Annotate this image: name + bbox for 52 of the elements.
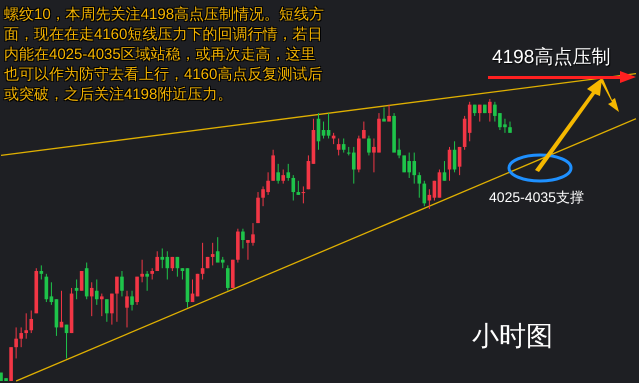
candlestick [291,174,296,202]
candlestick [422,180,426,207]
candlestick [170,256,174,272]
candlestick [74,278,78,300]
candlestick [342,138,346,154]
candlestick [442,160,446,182]
candlestick [120,270,124,297]
candlestick [286,163,290,182]
candlestick [176,256,180,278]
candlestick [19,326,23,348]
candlestick [488,98,492,122]
candlestick [332,132,336,145]
annotation: 4025-4035支撑 [489,189,584,207]
candlestick [90,282,94,317]
candlestick [110,293,114,326]
candlestick [302,186,306,204]
candlestick [155,250,160,272]
candlestick [281,169,286,184]
candlestick [94,278,99,306]
candlestick [80,270,84,292]
candlestick [478,104,482,122]
annotation: 螺纹10，本周先关注4198高点压制情况。短线方面，现在在走4160短线压力下的回调行情，若日内能在4025-4035区域站稳，或再次走高，这里也可以作为防守去看上行，4160高点反复测试后或突破，之后关注4198附近压力。 [4,5,326,105]
candlestick [14,326,18,359]
candlestick [105,298,109,322]
candlestick [130,290,134,311]
candlestick [336,138,340,156]
candlestick [296,180,300,196]
candlestick [448,146,452,182]
candlestick [241,228,245,249]
candlestick [276,163,280,184]
candlestick [452,140,456,173]
candlestick [210,242,214,266]
candlestick [24,312,28,340]
candlestick [382,106,386,122]
candlestick [226,264,230,292]
candlestick [40,264,44,280]
candlestick [362,121,366,139]
candlestick [508,121,512,134]
candlestick [29,310,34,334]
candlestick [458,146,462,176]
candlestick [64,324,68,359]
candlestick [200,242,204,280]
candlestick [60,290,64,328]
candlestick [472,104,477,116]
candlestick [387,104,391,122]
annotation: 小时图 [472,320,553,353]
candlestick [367,135,371,156]
candlestick [417,172,422,198]
candlestick [115,276,119,322]
text: 4198高点压制 [492,46,610,70]
candlestick [150,268,154,280]
candlestick [125,290,129,328]
